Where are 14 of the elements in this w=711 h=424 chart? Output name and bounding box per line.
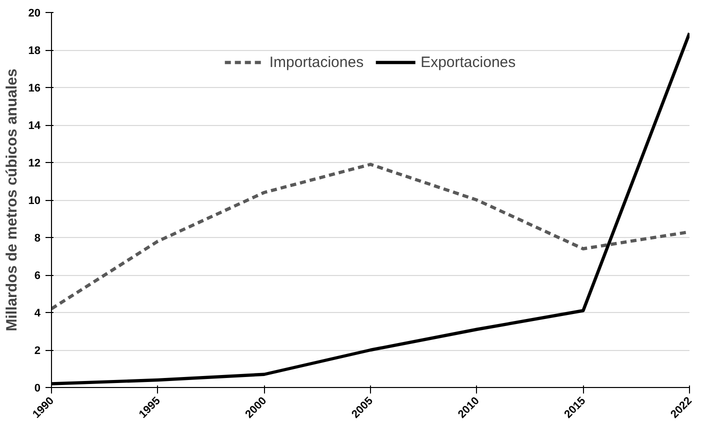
y-tick-label: 8 [34,232,41,244]
y-tick-label: 10 [28,195,41,207]
y-tick-label: 2 [34,345,41,357]
legend-label: Exportaciones [420,54,516,70]
y-tick-label: 4 [34,308,42,320]
y-tick-label: 12 [28,158,41,170]
y-tick-label: 14 [28,120,42,132]
y-tick-label: 20 [28,8,41,20]
y-tick-label: 6 [34,270,41,282]
y-tick-label: 18 [28,45,41,57]
y-tick-label: 16 [28,82,41,94]
y-tick-label: 0 [34,382,41,394]
legend-label: Importaciones [269,54,364,70]
y-axis-title: Millardos de metros cúbicos anuales [3,68,20,332]
